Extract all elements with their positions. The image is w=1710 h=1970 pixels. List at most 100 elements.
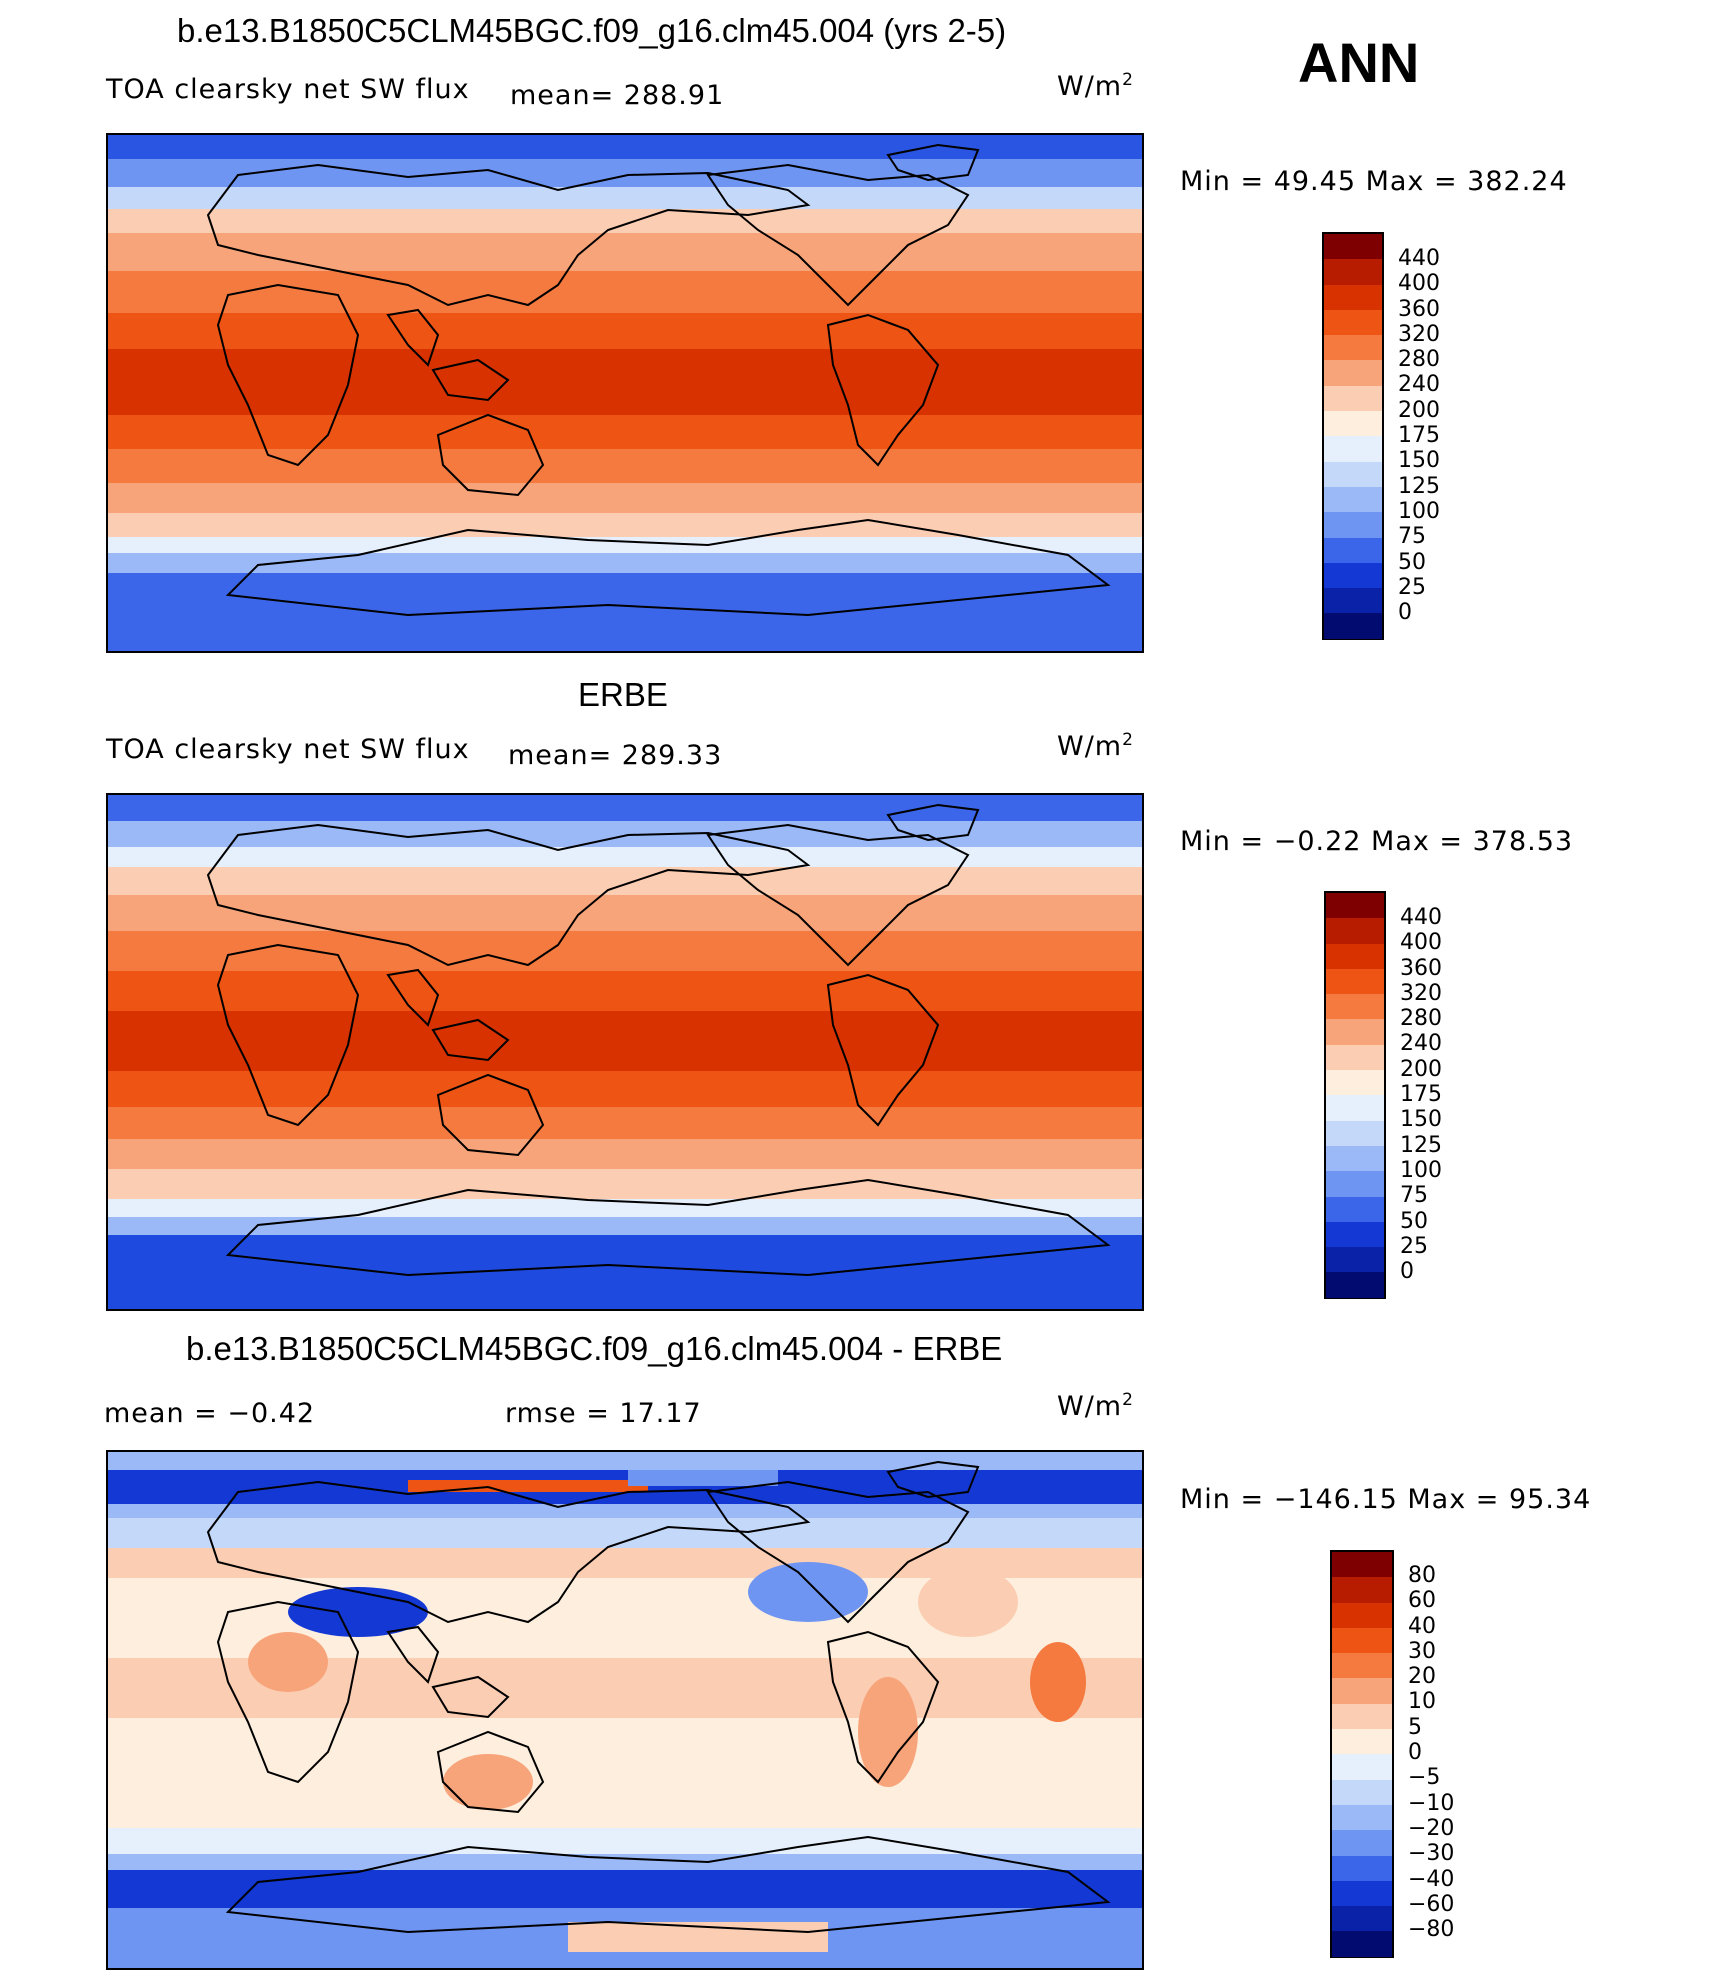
colorbar-tick: 10 [1408, 1689, 1436, 1715]
panel3-map [106, 1450, 1144, 1970]
panel2-unit-label: W/m2 [1057, 730, 1134, 762]
panel3-colorbar-swatch [1332, 1830, 1392, 1856]
panel2-colorbar-swatch [1326, 1095, 1384, 1121]
panel1-colorbar-swatch [1324, 284, 1382, 310]
colorbar-tick: 200 [1400, 1056, 1442, 1082]
colorbar-tick: 25 [1400, 1233, 1428, 1259]
colorbar-tick: 80 [1408, 1563, 1436, 1588]
colorbar-tick: 360 [1398, 296, 1440, 322]
colorbar-tick: 75 [1400, 1183, 1428, 1209]
colorbar-tick: 400 [1398, 271, 1440, 297]
panel3-colorbar-swatch [1332, 1678, 1392, 1704]
colorbar-tick: 75 [1398, 524, 1426, 550]
panel2-map [106, 793, 1144, 1311]
panel2-colorbar-swatch [1326, 1145, 1384, 1172]
panel3-colorbar-swatch [1332, 1779, 1392, 1805]
panel3-minmax: Min = −146.15 Max = 95.34 [1180, 1484, 1592, 1515]
panel1-mean-label: mean= 288.91 [510, 80, 725, 111]
colorbar-tick: −30 [1408, 1841, 1455, 1867]
panel3-colorbar-swatch [1332, 1602, 1392, 1628]
panel2-colorbar-swatch [1326, 893, 1384, 919]
colorbar-tick: 50 [1400, 1208, 1428, 1234]
panel1-minmax: Min = 49.45 Max = 382.24 [1180, 166, 1568, 197]
colorbar-tick: 150 [1398, 448, 1440, 474]
panel3-colorbar-swatch [1332, 1627, 1392, 1654]
colorbar-tick: 0 [1400, 1259, 1414, 1285]
colorbar-tick: −20 [1408, 1815, 1455, 1841]
panel3-colorbar-swatch [1332, 1703, 1392, 1730]
colorbar-tick: 5 [1408, 1714, 1422, 1740]
panel1-colorbar-swatch [1324, 234, 1382, 260]
panel1-coastlines [206, 143, 1111, 617]
panel3-unit-label: W/m2 [1057, 1390, 1134, 1422]
panel3-colorbar-swatch [1332, 1804, 1392, 1831]
colorbar-tick: 360 [1400, 955, 1442, 981]
panel2-colorbar [1324, 891, 1386, 1299]
colorbar-tick: 280 [1398, 347, 1440, 373]
colorbar-tick: 320 [1400, 980, 1442, 1006]
panel2-colorbar-swatch [1326, 968, 1384, 995]
panel1-variable-label: TOA clearsky net SW flux [106, 74, 470, 105]
panel3-colorbar-swatch [1332, 1729, 1392, 1755]
colorbar-tick: 240 [1400, 1031, 1442, 1057]
panel1-colorbar-swatch [1324, 411, 1382, 437]
panel2-colorbar-swatch [1326, 1171, 1384, 1197]
panel1-colorbar-swatch [1324, 335, 1382, 361]
panel1-colorbar-swatch [1324, 512, 1382, 538]
panel1-colorbar-swatch [1324, 537, 1382, 563]
colorbar-tick: 100 [1400, 1157, 1442, 1183]
colorbar-tick: 320 [1398, 321, 1440, 347]
panel3-rmse-label: rmse = 17.17 [505, 1398, 702, 1429]
panel2-colorbar-swatch [1326, 1196, 1384, 1222]
colorbar-tick: 240 [1398, 372, 1440, 398]
panel2-colorbar-swatch [1326, 1070, 1384, 1096]
panel3-map-canvas [108, 1452, 1142, 1968]
colorbar-tick: 25 [1398, 574, 1426, 600]
panel3-colorbar-swatch [1332, 1754, 1392, 1780]
panel1-colorbar-swatch [1324, 613, 1382, 639]
panel2-colorbar-swatch [1326, 1272, 1384, 1298]
panel1-colorbar-ticks: 440 400 360 320 280 240 200 175 150 125 … [1398, 246, 1440, 625]
panel3-colorbar-swatch [1332, 1855, 1392, 1881]
panel2-colorbar-swatch [1326, 1120, 1384, 1146]
panel2-colorbar-swatch [1326, 994, 1384, 1020]
colorbar-tick: 40 [1408, 1613, 1436, 1639]
colorbar-tick: 0 [1398, 600, 1412, 626]
panel2-colorbar-swatch [1326, 1044, 1384, 1071]
panel3-colorbar-swatch [1332, 1931, 1392, 1957]
panel1-title: b.e13.B1850C5CLM45BGC.f09_g16.clm45.004 … [177, 12, 1007, 49]
panel1-unit-label: W/m2 [1057, 70, 1134, 102]
colorbar-tick: 440 [1400, 905, 1442, 930]
panel1-colorbar-swatch [1324, 309, 1382, 336]
colorbar-tick: 175 [1400, 1082, 1442, 1108]
colorbar-tick: −10 [1408, 1790, 1455, 1816]
panel2-colorbar-ticks: 440 400 360 320 280 240 200 175 150 125 … [1400, 905, 1442, 1284]
colorbar-tick: 50 [1398, 549, 1426, 575]
panel2-colorbar-swatch [1326, 1221, 1384, 1248]
panel1-colorbar-swatch [1324, 486, 1382, 513]
panel1-map [106, 133, 1144, 653]
panel3-colorbar-swatch [1332, 1880, 1392, 1907]
panel3-title: b.e13.B1850C5CLM45BGC.f09_g16.clm45.004 … [186, 1330, 1003, 1367]
panel1-colorbar-swatch [1324, 259, 1382, 285]
colorbar-tick: 200 [1398, 397, 1440, 423]
panel2-colorbar-swatch [1326, 943, 1384, 969]
panel1-colorbar-swatch [1324, 588, 1382, 614]
colorbar-tick: 400 [1400, 930, 1442, 956]
panel3-colorbar-swatch [1332, 1577, 1392, 1603]
colorbar-tick: 440 [1398, 246, 1440, 271]
colorbar-tick: 175 [1398, 423, 1440, 449]
colorbar-tick: −5 [1408, 1765, 1441, 1791]
colorbar-tick: 150 [1400, 1107, 1442, 1133]
panel3-colorbar-swatch [1332, 1653, 1392, 1679]
panel1-colorbar [1322, 232, 1384, 640]
colorbar-tick: 100 [1398, 498, 1440, 524]
panel2-colorbar-swatch [1326, 1019, 1384, 1045]
panel1-colorbar-swatch [1324, 436, 1382, 462]
colorbar-tick: 125 [1398, 473, 1440, 499]
panel2-variable-label: TOA clearsky net SW flux [106, 734, 470, 765]
colorbar-tick: 60 [1408, 1588, 1436, 1614]
season-label: ANN [1298, 31, 1420, 94]
panel3-colorbar-ticks: 80 60 40 30 20 10 5 0 −5 −10 −20 −30 −40… [1408, 1563, 1454, 1942]
panel3-colorbar-swatch [1332, 1906, 1392, 1932]
